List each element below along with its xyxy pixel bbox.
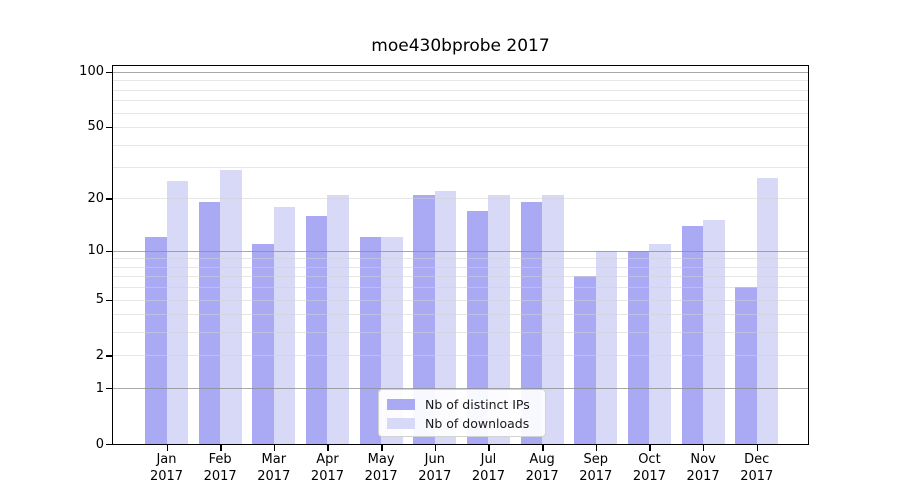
x-tick-label-aug: Aug 2017 [525, 452, 559, 484]
minor-gridline [113, 299, 808, 301]
x-tick [166, 444, 168, 451]
legend: Nb of distinct IPs Nb of downloads [378, 389, 546, 437]
y-tick-label: 10 [87, 243, 104, 259]
minor-gridline [113, 314, 808, 316]
bar-mar-downloads [273, 206, 296, 444]
x-tick [434, 444, 437, 451]
bar-mar-distinct-ips [252, 243, 274, 444]
major-gridline [113, 250, 808, 252]
legend-item-downloads: Nb of downloads [387, 414, 537, 433]
bar-apr-downloads [327, 194, 349, 444]
x-tick [327, 444, 329, 451]
bar-jul-downloads [488, 194, 510, 444]
x-tick-label-nov: Nov 2017 [686, 452, 720, 484]
x-tick-label-jan: Jan 2017 [149, 452, 184, 484]
x-tick [542, 444, 544, 451]
bar-aug-downloads [542, 194, 564, 444]
x-tick-label-jun: Jun 2017 [418, 452, 452, 484]
minor-gridline [113, 112, 808, 114]
minor-gridline [113, 144, 808, 146]
y-tick-label: 50 [87, 119, 104, 135]
bar-jun-downloads [434, 191, 457, 444]
bar-jan-downloads [166, 181, 188, 444]
bar-aug-distinct-ips [520, 202, 543, 444]
minor-gridline [113, 287, 808, 289]
x-tick-label-jul: Jul 2017 [471, 452, 505, 484]
bar-sep-downloads [595, 250, 618, 444]
minor-gridline [113, 258, 808, 260]
bar-sep-distinct-ips [574, 276, 596, 444]
y-tick [106, 355, 113, 357]
minor-gridline [113, 332, 808, 334]
bar-oct-distinct-ips [627, 250, 650, 444]
chart-title: moe430bprobe 2017 [371, 36, 550, 56]
legend-swatch-distinct-ips [387, 399, 415, 410]
y-tick [106, 250, 113, 253]
x-tick [220, 444, 222, 451]
minor-gridline [113, 198, 808, 200]
legend-label-downloads: Nb of downloads [425, 416, 530, 431]
x-tick [649, 444, 651, 451]
y-tick [106, 444, 113, 446]
minor-gridline [113, 266, 808, 268]
minor-gridline [113, 167, 808, 169]
y-tick [106, 388, 113, 390]
minor-gridline [113, 100, 808, 102]
y-tick-label: 1 [95, 380, 104, 396]
x-tick [595, 444, 598, 451]
y-tick-label: 20 [87, 190, 104, 206]
x-tick-label-apr: Apr 2017 [310, 452, 345, 484]
y-tick-label: 2 [95, 347, 104, 363]
bar-jun-distinct-ips [413, 194, 435, 444]
major-gridline [113, 388, 808, 390]
bar-jul-distinct-ips [466, 210, 489, 444]
x-tick [273, 444, 276, 451]
minor-gridline [113, 126, 808, 128]
x-tick [488, 444, 490, 451]
y-tick [106, 71, 113, 74]
y-tick-label: 0 [95, 436, 104, 452]
x-tick-label-feb: Feb 2017 [203, 452, 237, 484]
y-tick [106, 198, 113, 200]
minor-gridline [113, 276, 808, 278]
x-tick-label-may: May 2017 [364, 452, 398, 484]
x-tick-label-oct: Oct 2017 [632, 452, 666, 484]
x-tick [756, 444, 759, 451]
minor-gridline [113, 80, 808, 82]
bar-dec-downloads [756, 178, 779, 444]
minor-gridline [113, 355, 808, 357]
bar-feb-downloads [220, 169, 242, 444]
x-tick-label-dec: Dec 2017 [740, 452, 774, 484]
bar-nov-distinct-ips [681, 225, 704, 444]
y-tick [106, 299, 113, 301]
legend-item-distinct-ips: Nb of distinct IPs [387, 395, 537, 414]
bar-oct-downloads [649, 243, 671, 444]
legend-swatch-downloads [387, 418, 415, 429]
bar-may-distinct-ips [359, 237, 382, 444]
x-tick [703, 444, 705, 451]
plot-area [112, 65, 809, 445]
bar-apr-distinct-ips [305, 215, 328, 444]
legend-label-distinct-ips: Nb of distinct IPs [425, 397, 530, 412]
bar-jan-distinct-ips [145, 237, 167, 444]
bar-feb-distinct-ips [198, 202, 221, 444]
x-tick [381, 444, 383, 451]
major-gridline [113, 71, 808, 74]
y-tick-label: 5 [95, 292, 104, 308]
x-tick-label-sep: Sep 2017 [579, 452, 613, 484]
bar-dec-distinct-ips [735, 287, 757, 444]
y-tick-label: 100 [79, 64, 104, 80]
y-tick [106, 126, 113, 129]
x-tick-label-mar: Mar 2017 [257, 452, 291, 484]
minor-gridline [113, 89, 808, 91]
